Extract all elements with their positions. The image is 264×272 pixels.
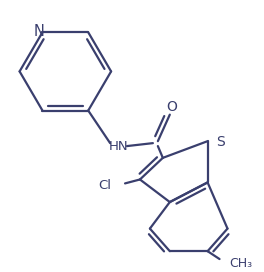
Text: N: N [34, 24, 45, 39]
Text: HN: HN [108, 140, 128, 153]
Text: Cl: Cl [99, 179, 112, 192]
Text: O: O [166, 100, 177, 114]
Text: S: S [216, 135, 225, 149]
Text: CH₃: CH₃ [229, 258, 253, 270]
